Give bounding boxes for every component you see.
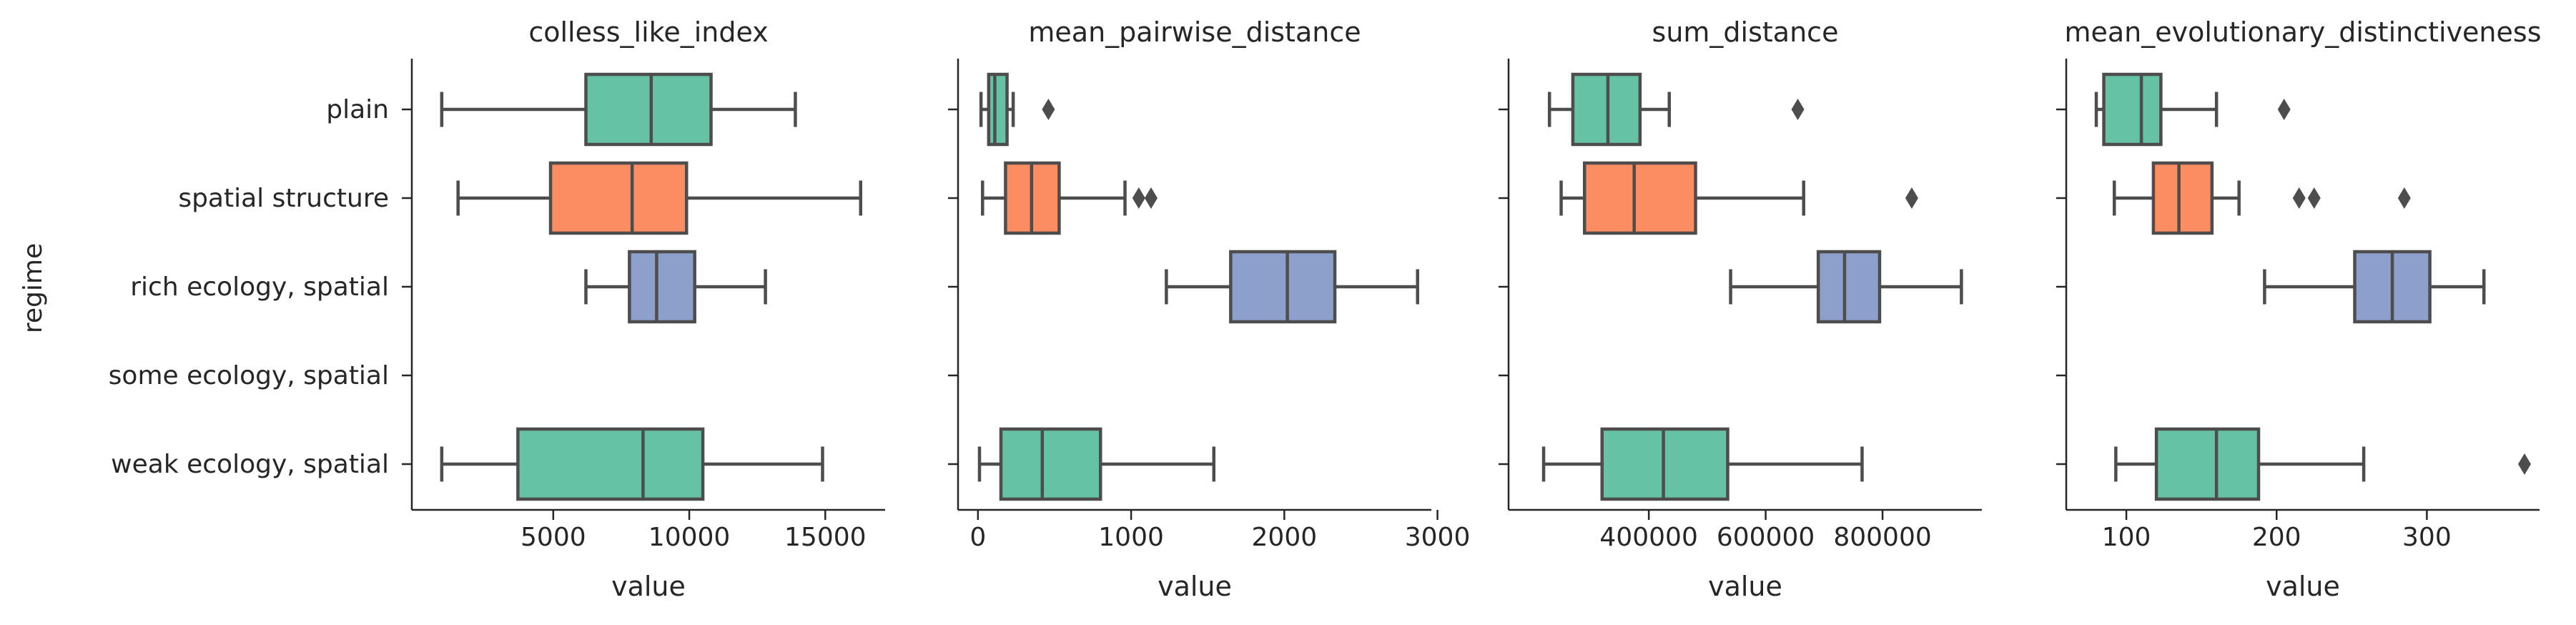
x-tick-label: 5000 [520,523,586,552]
box-iqr [548,161,689,235]
y-axis-label: regime [19,243,48,333]
x-tick-label: 10000 [648,523,731,552]
outlier-point [2277,99,2291,120]
box-weak-ecology-spatial [977,427,1216,501]
panel-sum-distance: sum_distance 400000 600000 800000 value [1499,16,1982,602]
panel-title: mean_evolutionary_distinctiveness [2064,16,2541,48]
box-iqr [2151,161,2214,235]
x-axis-label: value [611,571,686,602]
outlier-point [1144,187,1158,209]
box-spatial-structure [2113,161,2411,235]
box-weak-ecology-spatial [2114,427,2531,501]
box-iqr [584,72,713,147]
y-tick-label: spatial structure [178,184,389,213]
y-tick-label: rich ecology, spatial [130,272,389,302]
box-plain [440,72,797,147]
box-spatial-structure [1559,161,1918,235]
x-tick-label: 3000 [1405,523,1471,552]
outlier-point [2292,187,2306,209]
x-axis-label: value [1708,571,1782,602]
box-rich-ecology-spatial [1165,250,1419,324]
outlier-point [1042,99,1055,120]
outlier-point [1905,187,1918,209]
outlier-point [1132,187,1145,209]
box-plain [979,72,1055,147]
box-rich-ecology-spatial [584,250,767,324]
box-iqr [516,427,705,501]
panel-mean-evolutionary-distinctiveness: mean_evolutionary_distinctiveness 100 200 3… [2056,16,2542,602]
box-rich-ecology-spatial [1729,250,1963,324]
x-axis-label: value [1158,571,1232,602]
x-tick-label: 300 [2402,523,2452,552]
box-spatial-structure [981,161,1158,235]
box-iqr [1229,250,1337,324]
y-tick-label: plain [326,95,389,124]
panel-title: sum_distance [1652,16,1839,48]
x-tick-label: 100 [2102,523,2151,552]
x-tick-label: 15000 [784,523,867,552]
x-tick-label: 600000 [1717,523,1815,552]
outlier-point [2517,453,2531,475]
y-tick-label: some ecology, spatial [109,361,389,390]
panel-title: colless_like_index [528,16,768,48]
x-tick-label: 200 [2252,523,2301,552]
panel-colless-like-index: colless_like_index 5000 10000 15000 value [402,16,885,602]
box-iqr [1582,161,1697,235]
outlier-point [2397,187,2411,209]
outlier-point [2307,187,2321,209]
outlier-point [1791,99,1805,120]
box-iqr [999,427,1102,501]
x-tick-label: 2000 [1252,523,1318,552]
box-iqr [987,72,1009,147]
box-iqr [628,250,696,324]
box-weak-ecology-spatial [440,427,824,501]
x-axis-label: value [2266,571,2340,602]
x-tick-label: 400000 [1599,523,1697,552]
box-plain [2094,72,2291,147]
y-tick-label: weak ecology, spatial [111,450,389,479]
x-tick-label: 1000 [1098,523,1164,552]
panel-title: mean_pairwise_distance [1028,16,1361,48]
box-weak-ecology-spatial [1541,427,1864,501]
x-tick-label: 800000 [1833,523,1931,552]
x-tick-label: 0 [969,523,986,552]
box-rich-ecology-spatial [2263,250,2486,324]
box-iqr [2102,72,2163,147]
box-iqr [1816,250,1882,324]
panel-mean-pairwise-distance: mean_pairwise_distance 0 1000 2000 3000 value [948,16,1470,602]
box-iqr [2154,427,2261,501]
box-plain [1547,72,1805,147]
box-spatial-structure [456,161,863,235]
